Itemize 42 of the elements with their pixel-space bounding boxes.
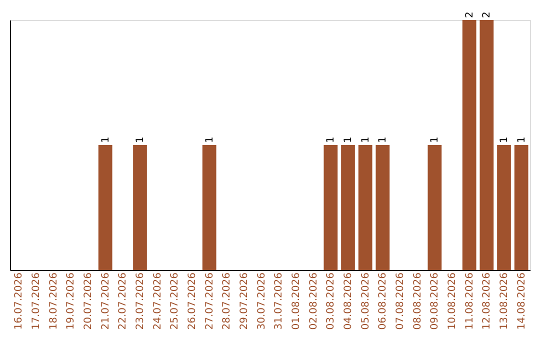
x-tick-label: 03.08.2026 <box>326 272 337 330</box>
x-tick-label: 10.08.2026 <box>447 272 458 330</box>
x-tick-label: 17.07.2026 <box>31 272 42 330</box>
x-tick-label: 22.07.2026 <box>118 272 129 330</box>
x-tick-label: 02.08.2026 <box>308 272 320 330</box>
data-label: 1 <box>430 136 441 143</box>
x-tick-label: 20.07.2026 <box>83 272 94 330</box>
data-label: 2 <box>482 12 493 18</box>
x-tick-label: 31.07.2026 <box>274 272 285 330</box>
x-tick-label: 25.07.2026 <box>170 272 181 330</box>
x-tick-label: 14.08.2026 <box>516 272 528 330</box>
data-label: 1 <box>135 136 146 143</box>
x-tick-label: 13.08.2026 <box>499 272 510 330</box>
x-tick-label: 16.07.2026 <box>14 272 25 330</box>
data-label: 1 <box>100 136 112 143</box>
x-tick-label: 19.07.2026 <box>66 272 77 330</box>
data-label: 1 <box>326 136 337 143</box>
x-tick-label: 09.08.2026 <box>430 272 441 330</box>
x-tick-label: 21.07.2026 <box>100 272 112 330</box>
x-tick-label: 08.08.2026 <box>412 272 424 330</box>
data-label: 1 <box>204 136 216 143</box>
x-tick-label: 28.07.2026 <box>222 272 233 330</box>
data-label: 1 <box>378 136 389 143</box>
x-tick-label: 01.08.2026 <box>291 272 302 330</box>
data-label: 1 <box>343 136 354 143</box>
x-tick-label: 24.07.2026 <box>152 272 164 330</box>
x-tick-label: 27.07.2026 <box>204 272 216 330</box>
data-label: 1 <box>516 136 528 143</box>
x-tick-label: 12.08.2026 <box>482 272 493 330</box>
x-tick-label: 18.07.2026 <box>48 272 60 330</box>
data-label: 1 <box>499 136 510 143</box>
x-tick-label: 06.08.2026 <box>378 272 389 330</box>
data-label: 1 <box>360 136 372 143</box>
x-tick-label: 30.07.2026 <box>256 272 268 330</box>
x-tick-label: 07.08.2026 <box>395 272 406 330</box>
x-tick-label: 29.07.2026 <box>239 272 250 330</box>
x-tick-label: 11.08.2026 <box>464 272 476 330</box>
x-tick-label: 26.07.2026 <box>187 272 198 330</box>
data-label: 2 <box>464 12 476 18</box>
x-tick-label: 23.07.2026 <box>135 272 146 330</box>
x-tick-label: 05.08.2026 <box>360 272 372 330</box>
x-tick-label: 04.08.2026 <box>343 272 354 330</box>
